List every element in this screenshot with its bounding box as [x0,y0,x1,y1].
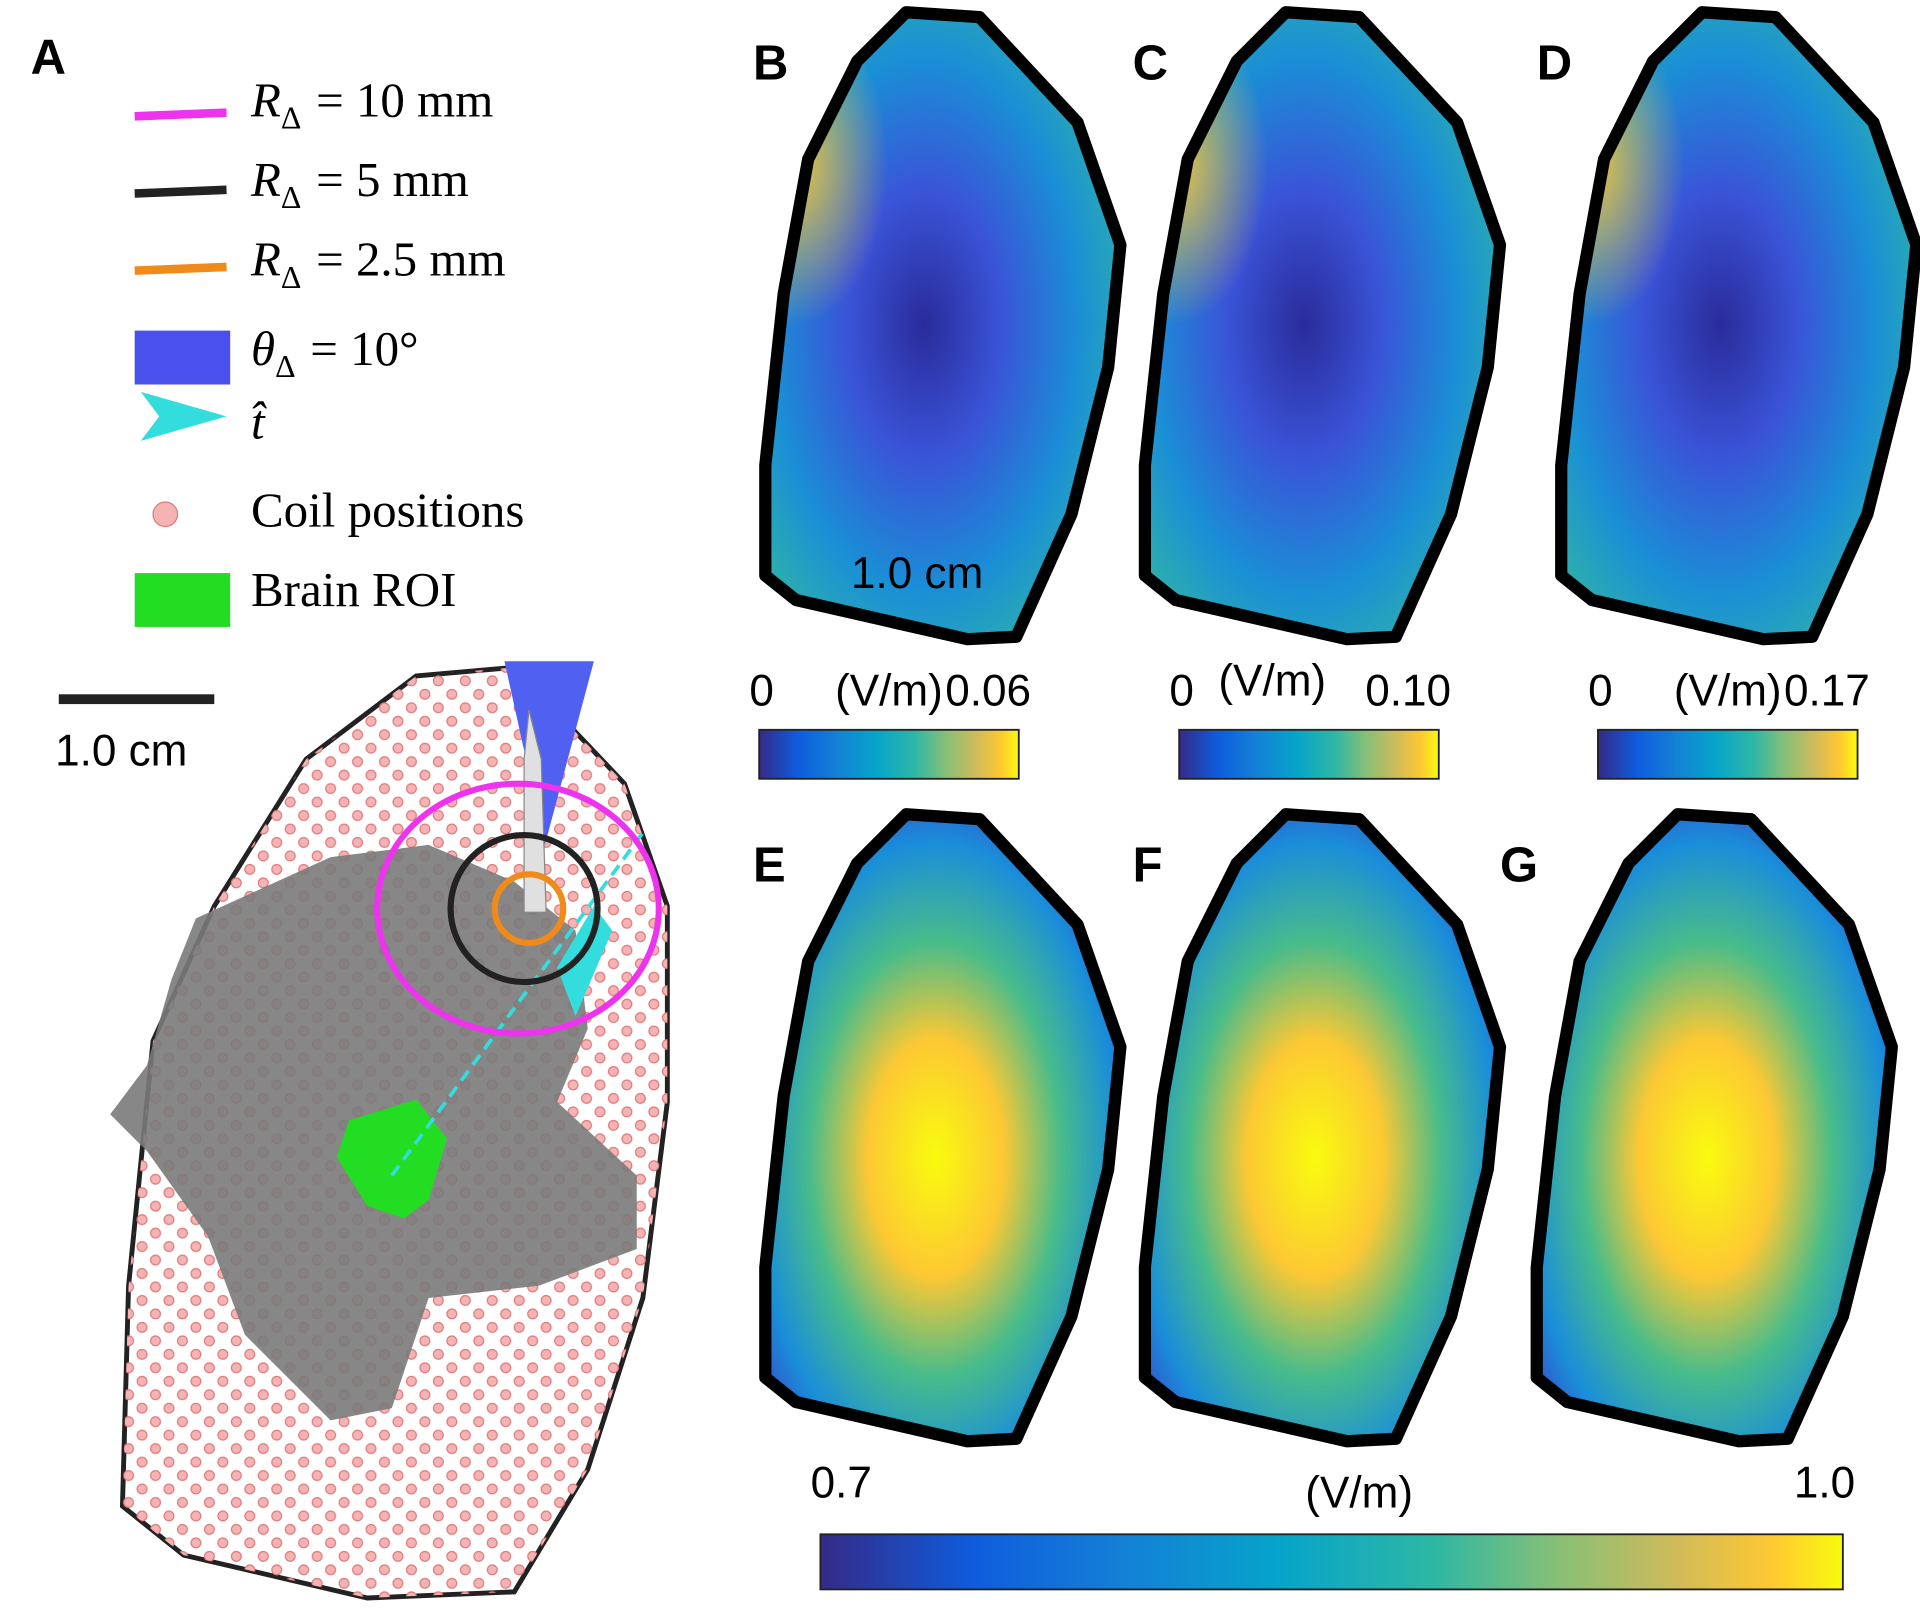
colorbar [1178,728,1440,780]
scale-bar-label: 1.0 cm [55,726,187,775]
colorbar [819,1533,1844,1591]
legend-symbol: R [250,72,281,127]
heatmap-hotspot [1144,12,1501,640]
heatmap-field [765,814,1121,1442]
panel-label: D [1537,37,1572,91]
scale-bar-label: 1.0 cm [851,549,983,598]
legend-subscript: Δ [275,349,295,384]
heatmap [1139,6,1506,643]
colorbar [758,728,1020,780]
legend-entry: RΔ = 5 mm [250,152,469,215]
legend-entry: RΔ = 2.5 mm [250,232,506,295]
legend-subscript: Δ [281,101,301,136]
legend-subscript: Δ [281,180,301,215]
legend-entry: Brain ROI [251,562,456,617]
legend-symbol: R [250,152,281,207]
heatmap [1139,808,1506,1445]
heatmap-fill [765,12,1121,640]
panel-label: G [1500,839,1538,893]
panel-label: E [753,839,786,893]
colorbar-unit: (V/m) [1218,657,1326,706]
heatmap-hotspot [1561,12,1917,640]
legend-entry: Coil positions [251,483,524,538]
colorbar-max: 0.17 [1784,666,1870,715]
legend-text: = 10° [310,321,418,376]
heatmap-hotspot [765,12,1121,640]
heatmap-fill [1144,814,1501,1442]
heatmap [759,6,1126,643]
heatmap [1555,6,1920,643]
legend-text: = 2.5 mm [316,232,505,287]
legend-entry: t̂ [251,394,267,449]
legend-text: = 5 mm [316,152,469,207]
colorbar-max: 1.0 [1794,1459,1855,1508]
legend-symbol: R [250,232,281,287]
colorbar-min: 0 [1169,666,1194,715]
colorbar-unit: (V/m) [1674,666,1782,715]
heatmap-fill [1144,12,1501,640]
panel-label: F [1133,839,1163,893]
brain-panel [58,661,670,1601]
legend-text: = 10 mm [316,72,493,127]
legend-entry: RΔ = 10 mm [250,72,493,135]
legend-symbol: t̂ [251,394,267,449]
legend-text: Coil positions [251,483,524,538]
colorbar-min: 0 [1588,666,1613,715]
colorbar-min: 0.7 [811,1459,872,1508]
heatmap-field [1144,814,1501,1442]
legend-symbol: θ [251,321,275,376]
colorbar [1597,728,1859,780]
legend-text: Brain ROI [251,562,456,617]
heatmap-field [1536,814,1892,1442]
colorbar-max: 0.10 [1365,666,1451,715]
panel-label: B [753,37,788,91]
panel-label: A [31,30,66,84]
colorbar-unit: (V/m) [1305,1468,1413,1517]
legend-entry: θΔ = 10° [251,321,419,384]
colorbar-min: 0 [749,666,774,715]
heatmap [759,808,1126,1445]
panel-label: C [1133,37,1168,91]
heatmap-fill [1561,12,1917,640]
colorbar-unit: (V/m) [835,666,943,715]
legend-subscript: Δ [281,260,301,295]
heatmap [1531,808,1898,1445]
legend-swatches [134,108,231,627]
heatmap-fill [765,814,1121,1442]
heatmap-fill [1536,814,1892,1442]
colorbar-max: 0.06 [945,666,1031,715]
